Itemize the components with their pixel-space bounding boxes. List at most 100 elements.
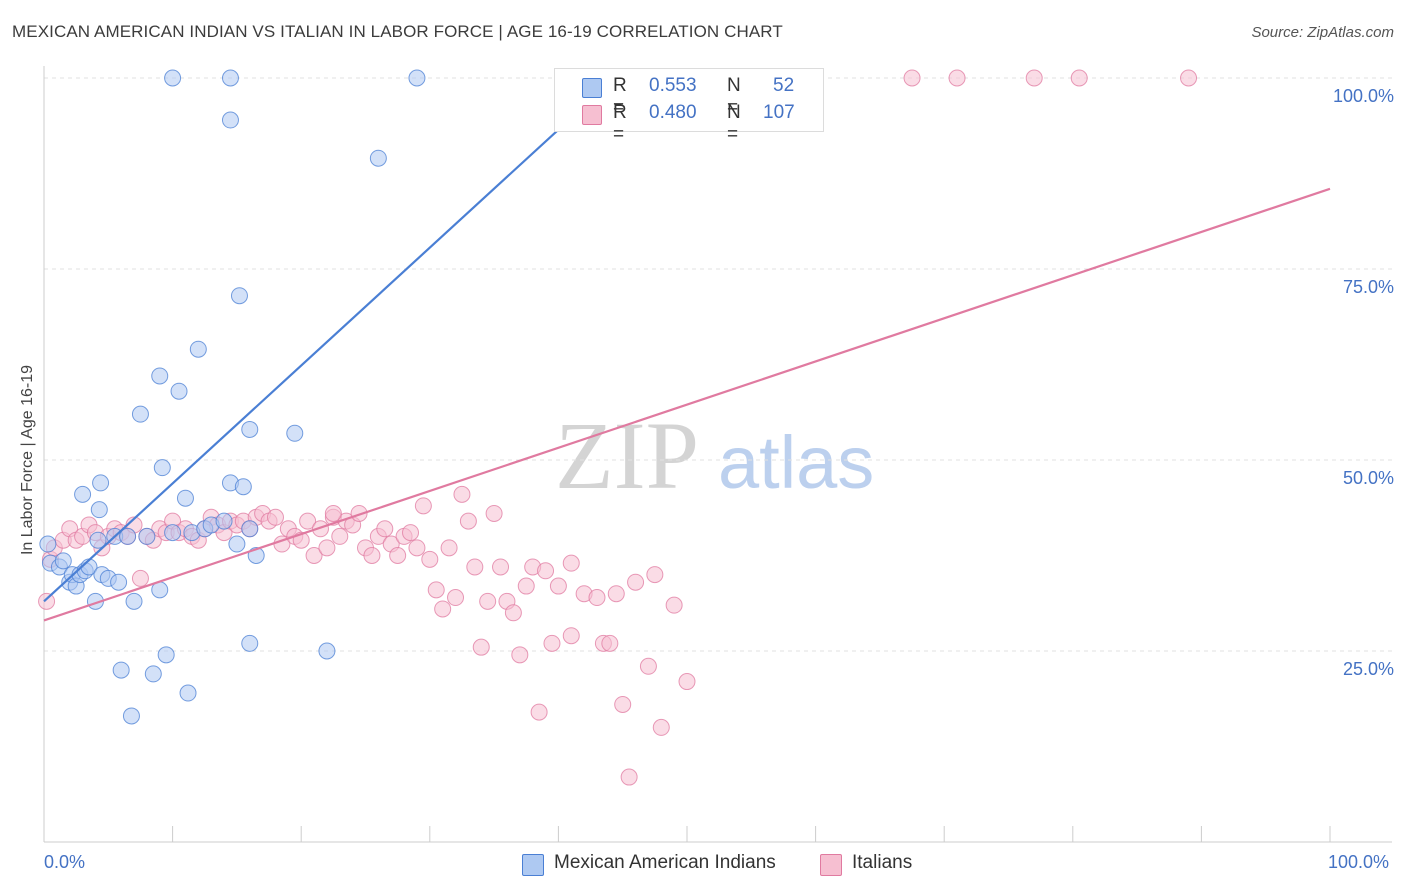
y-tick-label-25: 25.0% xyxy=(1342,659,1394,679)
point-italians-44 xyxy=(318,539,336,557)
point-italians-36 xyxy=(266,508,284,526)
point-mexican-american-indians-50 xyxy=(286,424,304,442)
point-italians-94 xyxy=(646,566,664,584)
point-italians-15 xyxy=(131,569,149,587)
point-italians-74 xyxy=(511,646,529,664)
legend-swatch-blue xyxy=(522,854,544,876)
stats-swatch-blue xyxy=(582,78,602,98)
point-italians-85 xyxy=(601,634,619,652)
point-mexican-american-indians-28 xyxy=(151,367,169,385)
point-italians-57 xyxy=(402,524,420,542)
legend-swatch-pink xyxy=(820,854,842,876)
point-italians-46 xyxy=(331,527,349,545)
point-italians-78 xyxy=(537,562,555,580)
point-italians-60 xyxy=(421,550,439,568)
point-mexican-american-indians-47 xyxy=(221,111,239,129)
stats-r-label: R = xyxy=(613,75,627,118)
point-mexican-american-indians-51 xyxy=(318,642,336,660)
point-italians-64 xyxy=(447,589,465,607)
trend-line-mexican-american-indians xyxy=(43,123,566,603)
stats-n-label: N = xyxy=(727,102,741,145)
stats-r-label: R = xyxy=(613,102,627,145)
point-mexican-american-indians-14 xyxy=(90,501,108,519)
point-italians-61 xyxy=(427,581,445,599)
point-italians-89 xyxy=(627,573,645,591)
point-mexican-american-indians-42 xyxy=(241,520,259,538)
point-mexican-american-indians-29 xyxy=(157,646,175,664)
point-mexican-american-indians-18 xyxy=(112,661,130,679)
point-italians-0 xyxy=(38,592,56,610)
point-mexican-american-indians-15 xyxy=(92,474,110,492)
point-italians-58 xyxy=(408,539,426,557)
point-mexican-american-indians-48 xyxy=(241,420,259,438)
stats-r-value: 0.553 xyxy=(649,75,697,96)
point-italians-105 xyxy=(1180,69,1198,87)
point-italians-93 xyxy=(678,673,696,691)
point-mexican-american-indians-46 xyxy=(221,69,239,87)
point-mexican-american-indians-45 xyxy=(164,69,182,87)
point-mexican-american-indians-10 xyxy=(74,485,92,503)
point-mexican-american-indians-25 xyxy=(144,665,162,683)
point-mexican-american-indians-13 xyxy=(89,531,107,549)
point-mexican-american-indians-44 xyxy=(230,287,248,305)
point-italians-70 xyxy=(485,504,503,522)
point-italians-75 xyxy=(517,577,535,595)
point-italians-42 xyxy=(305,547,323,564)
y-tick-label-50: 50.0% xyxy=(1342,468,1394,488)
point-italians-51 xyxy=(363,547,381,564)
point-italians-81 xyxy=(562,554,580,572)
point-mexican-american-indians-52 xyxy=(369,149,387,167)
point-italians-59 xyxy=(414,497,432,515)
point-italians-91 xyxy=(652,718,670,736)
x-tick-label-max: 100.0% xyxy=(1328,852,1390,872)
point-mexican-american-indians-3 xyxy=(54,552,72,570)
point-italians-104 xyxy=(1070,69,1088,87)
legend-label: Italians xyxy=(852,852,913,873)
point-italians-41 xyxy=(299,512,317,530)
point-italians-92 xyxy=(665,596,683,614)
point-italians-102 xyxy=(948,69,966,87)
point-italians-66 xyxy=(459,512,477,530)
stats-n-label: N = xyxy=(727,75,741,118)
chart-title: MEXICAN AMERICAN INDIAN VS ITALIAN IN LA… xyxy=(12,22,783,41)
point-italians-79 xyxy=(543,634,561,652)
stats-swatch-pink xyxy=(582,105,602,125)
point-italians-71 xyxy=(492,558,510,576)
x-tick-label-min: 0.0% xyxy=(44,852,86,872)
point-italians-65 xyxy=(453,485,471,503)
point-mexican-american-indians-31 xyxy=(170,382,188,400)
point-mexican-american-indians-19 xyxy=(110,573,128,591)
point-mexican-american-indians-22 xyxy=(125,592,143,610)
point-italians-103 xyxy=(1025,69,1043,87)
point-mexican-american-indians-38 xyxy=(215,512,233,530)
point-mexican-american-indians-0 xyxy=(39,535,57,553)
stats-n-value: 52 xyxy=(773,75,795,96)
point-mexican-american-indians-27 xyxy=(153,459,171,477)
point-italians-86 xyxy=(607,585,625,603)
point-mexican-american-indians-41 xyxy=(234,478,252,496)
point-italians-88 xyxy=(620,768,638,786)
point-mexican-american-indians-21 xyxy=(122,707,140,725)
point-italians-90 xyxy=(639,657,657,675)
point-italians-80 xyxy=(549,577,567,595)
point-mexican-american-indians-20 xyxy=(119,527,137,545)
point-mexican-american-indians-33 xyxy=(179,684,197,702)
point-italians-62 xyxy=(434,600,452,618)
point-mexican-american-indians-49 xyxy=(241,634,259,652)
point-mexican-american-indians-30 xyxy=(164,524,182,542)
point-italians-53 xyxy=(376,520,394,538)
stats-n-value: 107 xyxy=(763,102,795,123)
point-italians-101 xyxy=(903,69,921,87)
correlation-stats-box: R = 0.553 N = 52 R = 0.480 N = 107 xyxy=(554,68,824,145)
stats-r-value: 0.480 xyxy=(649,102,697,123)
point-mexican-american-indians-35 xyxy=(189,340,207,358)
watermark-atlas: atlas xyxy=(718,421,874,504)
point-italians-73 xyxy=(504,604,522,622)
point-mexican-american-indians-23 xyxy=(131,405,149,423)
point-mexican-american-indians-53 xyxy=(408,69,426,87)
trend-line-italians xyxy=(43,187,1331,622)
point-mexican-american-indians-40 xyxy=(228,535,246,553)
y-tick-label-75: 75.0% xyxy=(1342,277,1394,297)
point-italians-87 xyxy=(614,695,632,713)
